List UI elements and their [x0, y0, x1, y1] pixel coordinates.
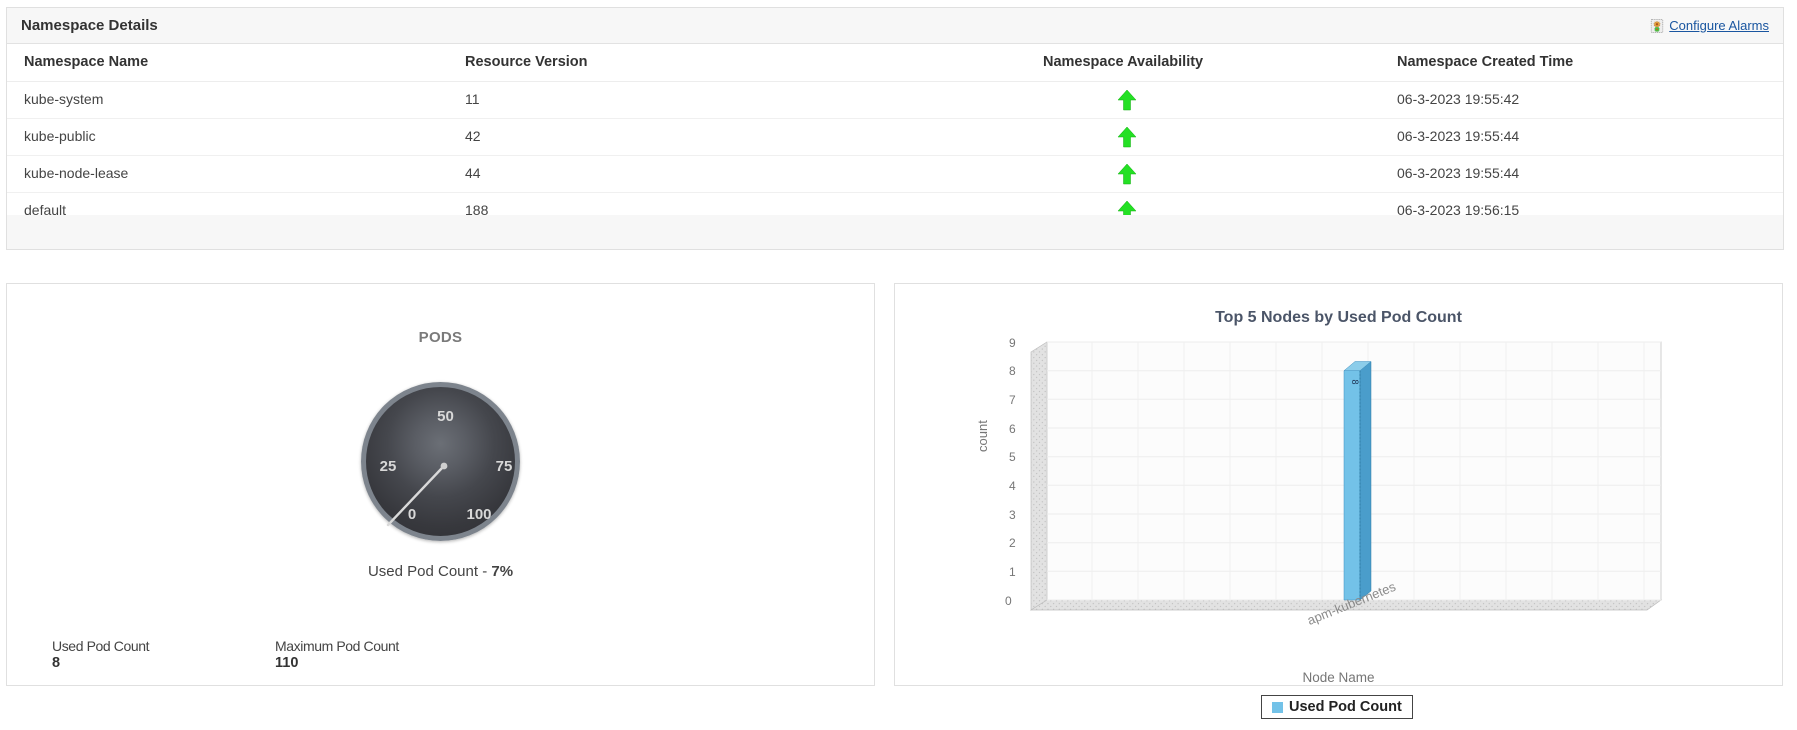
svg-text:50: 50: [437, 408, 454, 425]
svg-text:75: 75: [496, 458, 513, 475]
svg-text:100: 100: [466, 506, 491, 523]
svg-text:25: 25: [380, 458, 397, 475]
svg-text:8: 8: [1350, 379, 1360, 384]
svg-text:0: 0: [408, 506, 416, 523]
